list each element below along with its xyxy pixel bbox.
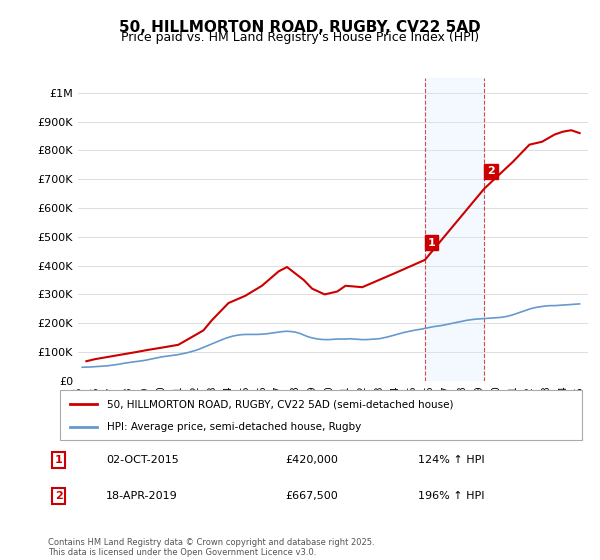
- Text: Contains HM Land Registry data © Crown copyright and database right 2025.
This d: Contains HM Land Registry data © Crown c…: [48, 538, 374, 557]
- Text: 2: 2: [487, 166, 495, 176]
- Text: Price paid vs. HM Land Registry's House Price Index (HPI): Price paid vs. HM Land Registry's House …: [121, 31, 479, 44]
- Text: 50, HILLMORTON ROAD, RUGBY, CV22 5AD: 50, HILLMORTON ROAD, RUGBY, CV22 5AD: [119, 20, 481, 35]
- Bar: [425, 78, 484, 381]
- Text: 124% ↑ HPI: 124% ↑ HPI: [418, 455, 484, 465]
- Text: 1: 1: [428, 237, 436, 248]
- Text: 196% ↑ HPI: 196% ↑ HPI: [418, 491, 484, 501]
- Text: 50, HILLMORTON ROAD, RUGBY, CV22 5AD (semi-detached house): 50, HILLMORTON ROAD, RUGBY, CV22 5AD (se…: [107, 399, 454, 409]
- Text: 18-APR-2019: 18-APR-2019: [106, 491, 178, 501]
- Text: 1: 1: [55, 455, 62, 465]
- FancyBboxPatch shape: [60, 390, 582, 440]
- Text: 02-OCT-2015: 02-OCT-2015: [106, 455, 179, 465]
- Text: HPI: Average price, semi-detached house, Rugby: HPI: Average price, semi-detached house,…: [107, 422, 361, 432]
- Text: £420,000: £420,000: [286, 455, 338, 465]
- Text: £667,500: £667,500: [286, 491, 338, 501]
- Text: 2: 2: [55, 491, 62, 501]
